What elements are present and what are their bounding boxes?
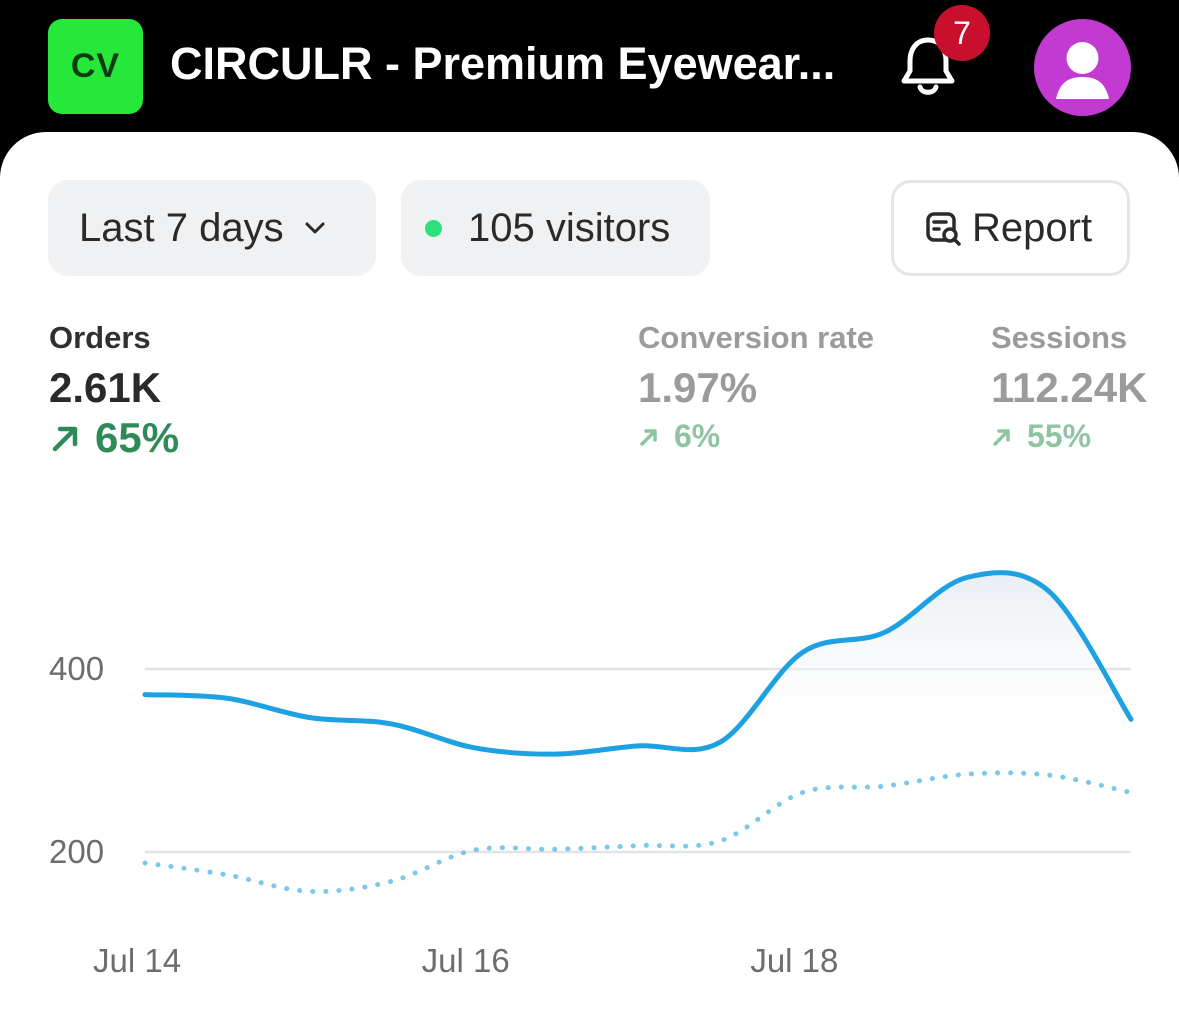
store-initials: CV: [70, 47, 121, 85]
metric-delta: 6%: [638, 418, 874, 455]
visitors-label: 105 visitors: [468, 205, 671, 250]
metric-value: 2.61K: [49, 364, 162, 411]
arrow-up-right-icon: [640, 428, 657, 446]
x-tick-label: Jul 18: [750, 942, 839, 979]
metric-delta-value: 6%: [674, 418, 721, 454]
metric-orders[interactable]: Orders 2.61K 65%: [49, 320, 179, 462]
previous-period-line: [142, 770, 1134, 895]
metric-value: 1.97%: [638, 364, 758, 411]
user-icon: [1056, 42, 1109, 99]
metric-label: Orders: [49, 320, 151, 355]
metric-delta: 55%: [991, 418, 1147, 455]
store-badge[interactable]: CV: [48, 19, 143, 114]
y-tick-label: 200: [49, 833, 105, 870]
series-area: [145, 572, 1131, 761]
x-tick-label: Jul 16: [421, 942, 510, 979]
top-bar: CV CIRCULR - Premium Eyewear... 7: [0, 0, 1179, 135]
report-button[interactable]: Report: [891, 180, 1130, 276]
orders-line-chart: [142, 570, 1134, 895]
avatar[interactable]: [1034, 19, 1131, 116]
report-search-icon: [926, 212, 961, 246]
metric-label: Conversion rate: [638, 320, 875, 355]
chevron-down-icon: [305, 222, 325, 234]
notification-badge: 7: [934, 5, 990, 61]
arrow-up-right-icon: [993, 428, 1010, 446]
metric-value: 112.24K: [991, 364, 1148, 411]
analytics-card: Last 7 days 105 visitors Report Orders 2…: [0, 132, 1179, 1028]
x-tick-label: Jul 14: [93, 942, 182, 979]
date-range-dropdown[interactable]: Last 7 days: [48, 180, 376, 276]
metric-delta: 65%: [49, 414, 179, 462]
metric-conversion-rate[interactable]: Conversion rate 1.97% 6%: [638, 320, 874, 455]
y-tick-label: 400: [49, 650, 105, 687]
metric-delta-value: 65%: [95, 414, 180, 461]
date-range-label: Last 7 days: [79, 205, 284, 250]
store-name[interactable]: CIRCULR - Premium Eyewear...: [170, 38, 836, 89]
metric-label: Sessions: [991, 320, 1128, 355]
current-period-line: [142, 570, 1134, 757]
live-visitors-chip[interactable]: 105 visitors: [401, 180, 710, 276]
live-dot-icon: [425, 219, 442, 237]
metric-sessions[interactable]: Sessions 112.24K 55%: [991, 320, 1147, 455]
arrow-up-right-icon: [52, 426, 78, 452]
report-label: Report: [972, 205, 1093, 250]
metric-delta-value: 55%: [1027, 418, 1092, 454]
